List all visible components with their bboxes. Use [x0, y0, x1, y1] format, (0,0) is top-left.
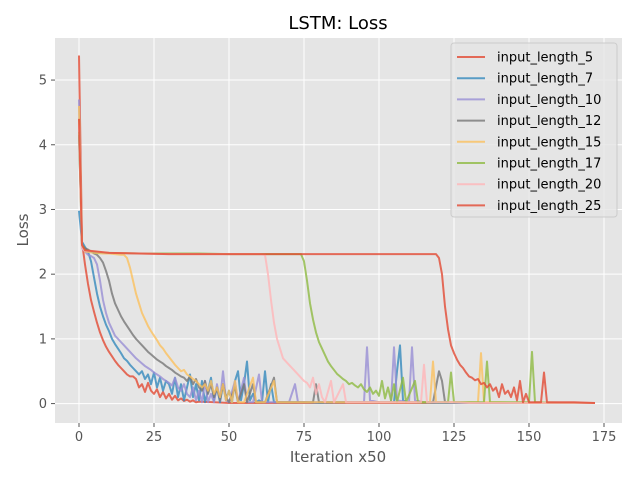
- y-tick-label: 1: [39, 332, 47, 347]
- legend: input_length_5 input_length_7 input_length…: [450, 42, 618, 218]
- legend-label: input_length_5: [497, 51, 593, 66]
- chart-title: LSTM: Loss: [288, 13, 387, 34]
- x-tick-label: 50: [221, 430, 238, 445]
- x-tick-label: 25: [146, 430, 163, 445]
- x-tick-label: 175: [592, 430, 617, 445]
- series-line-input-length-5: [78, 55, 595, 404]
- x-tick-label: 100: [367, 430, 392, 445]
- x-tick-label: 0: [75, 430, 83, 445]
- y-tick-label: 2: [39, 268, 47, 283]
- y-tick-label: 0: [39, 397, 47, 412]
- legend-label: input_length_15: [497, 135, 601, 150]
- x-tick-label: 150: [517, 430, 542, 445]
- x-tick-label: 75: [296, 430, 313, 445]
- y-tick-label: 3: [39, 203, 47, 218]
- y-axis-ticks: 0 1 2 3 4 5: [39, 74, 55, 412]
- series-lines: [78, 55, 596, 404]
- legend-label: input_length_20: [497, 178, 601, 193]
- legend-label: input_length_12: [497, 114, 601, 129]
- legend-label: input_length_25: [497, 199, 601, 214]
- x-tick-label: 125: [442, 430, 467, 445]
- y-tick-label: 4: [39, 138, 47, 153]
- series-line-input-length-10: [78, 99, 595, 404]
- y-axis-label: Loss: [14, 213, 32, 246]
- x-axis-label: Iteration x50: [290, 448, 386, 466]
- y-tick-label: 5: [39, 74, 47, 89]
- legend-frame: [450, 42, 618, 218]
- legend-label: input_length_10: [497, 93, 601, 108]
- legend-label: input_length_7: [497, 72, 593, 87]
- x-axis-ticks: 0 25 50 75 100 125 150 175: [75, 423, 617, 445]
- series-line-input-length-25: [78, 118, 596, 404]
- legend-label: input_length_17: [497, 157, 601, 172]
